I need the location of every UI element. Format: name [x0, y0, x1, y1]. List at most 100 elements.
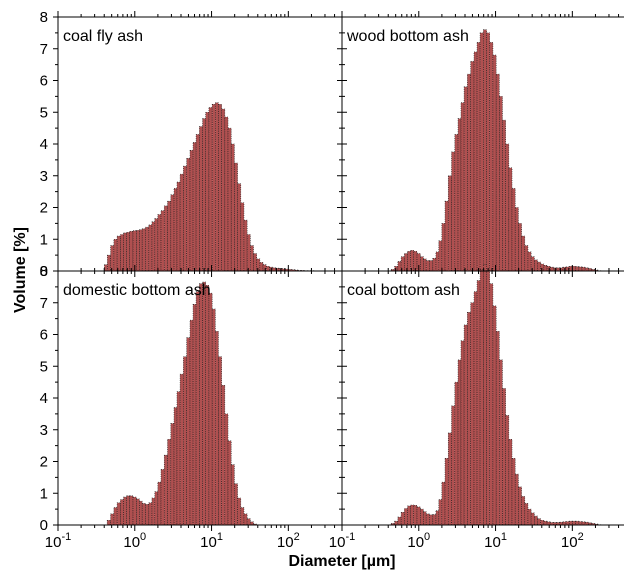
x-tick-label: 101: [484, 531, 507, 551]
x-tick-exponent: -1: [345, 531, 355, 543]
bar: [463, 86, 468, 272]
bar: [476, 42, 481, 272]
bar: [410, 250, 415, 272]
bar: [508, 167, 513, 272]
bar: [215, 331, 219, 526]
bar: [457, 359, 462, 526]
bar: [183, 165, 187, 272]
bar: [400, 256, 405, 272]
bar: [581, 266, 586, 272]
bar: [444, 200, 449, 272]
x-tick-label: 102: [561, 531, 584, 551]
bar: [425, 260, 430, 272]
bar: [120, 499, 124, 526]
bar: [224, 413, 229, 526]
bar: [218, 104, 222, 272]
y-tick-label: 6: [40, 73, 48, 90]
bar: [120, 234, 124, 272]
bar: [179, 173, 184, 272]
bar: [530, 512, 535, 526]
bar: [154, 218, 159, 272]
y-tick-label: 5: [40, 104, 48, 121]
bar: [447, 175, 452, 272]
bar: [537, 261, 541, 272]
bar: [495, 331, 500, 526]
bar: [578, 521, 583, 526]
bar: [116, 502, 121, 526]
x-tick-label: 100: [407, 531, 430, 551]
bar: [250, 521, 254, 526]
bar: [498, 96, 503, 272]
bar: [186, 337, 191, 526]
bar: [234, 483, 238, 526]
bar: [451, 151, 456, 272]
bar: [205, 111, 210, 272]
bar: [511, 458, 516, 526]
panel-group: 0 1 2 3 4 5 6 7 8 coal fly ash wood bottom ash 0 1 2 3…: [40, 9, 624, 551]
bar: [141, 503, 146, 526]
bar: [148, 502, 153, 526]
bar: [237, 497, 242, 526]
bar: [145, 226, 150, 272]
bar: [243, 513, 248, 526]
bar: [454, 134, 459, 272]
bar: [568, 520, 573, 526]
x-tick-exponent: 0: [140, 531, 146, 543]
bar: [176, 181, 181, 272]
x-tick-label: 102: [277, 531, 300, 551]
bar: [136, 230, 140, 272]
bar: [123, 496, 127, 526]
bar: [160, 469, 165, 526]
bar: [514, 207, 519, 272]
bar: [527, 251, 532, 272]
bar: [132, 496, 137, 526]
bar: [495, 73, 500, 272]
bar: [221, 108, 226, 272]
bar: [591, 269, 596, 272]
bar: [454, 381, 459, 526]
bar: [413, 505, 418, 526]
bar: [473, 51, 478, 272]
bar: [492, 305, 497, 526]
bar: [237, 183, 242, 272]
bar: [129, 231, 134, 272]
panel-label: domestic bottom ash: [63, 282, 211, 299]
bar: [205, 284, 210, 526]
bar: [211, 308, 216, 526]
bar: [116, 235, 121, 272]
x-tick-exponent: 1: [217, 531, 223, 543]
bar: [521, 496, 526, 526]
bar: [126, 495, 131, 526]
bar: [215, 102, 219, 272]
bar: [240, 202, 245, 272]
panel-label: coal fly ash: [63, 28, 143, 45]
panel-wood-bottom-ash: wood bottom ash: [337, 11, 624, 277]
bar: [489, 283, 494, 526]
panel-label: coal bottom ash: [347, 282, 460, 299]
bar: [438, 499, 443, 526]
y-tick-label: 2: [40, 454, 48, 471]
bar: [473, 291, 478, 526]
bar: [486, 270, 491, 526]
y-tick-label: 4: [40, 390, 48, 407]
y-tick-label: 5: [40, 358, 48, 375]
y-tick-label: 7: [40, 295, 48, 312]
bar: [518, 223, 522, 272]
bar: [139, 500, 143, 526]
y-tick-label: 4: [40, 136, 48, 153]
bar: [397, 516, 402, 526]
bar: [508, 438, 513, 526]
bar: [139, 229, 143, 272]
bar: [505, 143, 510, 272]
bar: [416, 506, 421, 526]
bar: [151, 221, 156, 272]
bar: [429, 260, 434, 272]
bar: [218, 356, 222, 526]
bar: [423, 511, 427, 526]
bar: [565, 521, 570, 526]
bar: [234, 162, 238, 272]
bar: [272, 267, 277, 272]
bar: [113, 507, 118, 526]
bar: [483, 29, 487, 272]
